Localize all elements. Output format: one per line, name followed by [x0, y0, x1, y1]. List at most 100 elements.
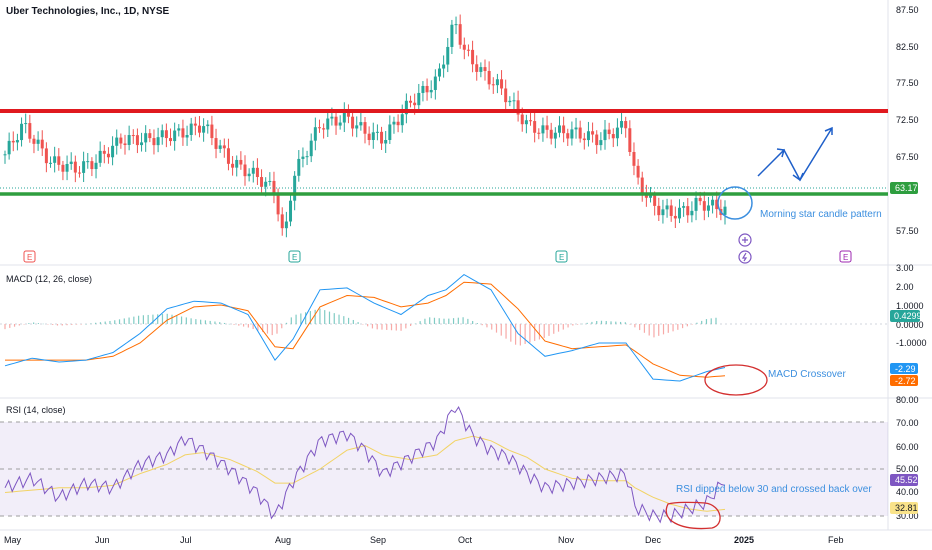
- macd-hist-bar: [71, 324, 73, 325]
- rsi-dip-circle[interactable]: [665, 501, 721, 530]
- rsi-ma-value: 32.81: [895, 503, 918, 513]
- macd-hist-bar: [314, 309, 316, 324]
- candle-body: [450, 24, 454, 47]
- macd-hist-bar: [624, 322, 626, 324]
- macd-hist-bar: [367, 324, 369, 327]
- candle-body: [632, 151, 636, 166]
- candle-body: [127, 135, 131, 145]
- macd-hist-bar: [376, 324, 378, 330]
- earnings-marker[interactable]: [288, 250, 301, 263]
- macd-hist-bar: [381, 324, 383, 330]
- macd-hist-bar: [634, 324, 636, 328]
- candle-body: [442, 64, 446, 69]
- candle-body: [533, 121, 537, 133]
- macd-hist-bar: [600, 320, 603, 324]
- candle-body: [206, 124, 210, 127]
- candle-body: [106, 153, 110, 158]
- candle-body: [264, 181, 268, 187]
- candle-body: [516, 100, 520, 115]
- macd-hist-bar: [639, 324, 641, 331]
- candle-body: [500, 79, 504, 89]
- macd-hist-bar: [619, 321, 622, 324]
- macd-hist-bar: [171, 314, 173, 324]
- candle-body: [669, 205, 673, 216]
- rsi-tick-label: 50.00: [896, 464, 919, 474]
- macd-hist-bar: [424, 318, 426, 324]
- candle-body: [471, 49, 475, 65]
- candle-body: [342, 111, 346, 123]
- macd-hist-bar: [410, 324, 412, 326]
- earnings-marker[interactable]: [555, 250, 568, 263]
- morning-star-circle[interactable]: [717, 186, 753, 220]
- macd-hist-bar: [200, 319, 202, 324]
- macd-hist-bar: [104, 321, 106, 324]
- macd-hist-bar: [13, 324, 16, 327]
- macd-hist-bar: [223, 322, 226, 324]
- candle-body: [289, 200, 293, 222]
- candle-body: [148, 133, 152, 139]
- candle-body: [466, 49, 470, 51]
- macd-hist-bar: [238, 324, 240, 326]
- earnings-marker-label: E: [843, 253, 848, 262]
- candle-body: [599, 140, 603, 146]
- macd-signal-value: -2.72: [895, 376, 916, 386]
- candle-body: [425, 85, 429, 93]
- candle-body: [677, 207, 681, 219]
- macd-signal-badge: [890, 375, 918, 386]
- macd-hist-bar: [209, 320, 211, 324]
- candle-body: [711, 199, 715, 206]
- macd-hist-bar: [142, 315, 144, 324]
- macd-hist-bar: [338, 314, 340, 324]
- candle-body: [392, 121, 396, 125]
- price-candles: [3, 14, 727, 238]
- candle-body: [334, 116, 338, 126]
- candle-body: [53, 156, 57, 163]
- earnings-marker[interactable]: [23, 250, 36, 263]
- candle-body: [346, 111, 350, 117]
- candle-body: [388, 124, 392, 141]
- rsi-tick-label: 40.00: [896, 487, 919, 497]
- time-label: Jun: [95, 535, 110, 545]
- macd-hist-bar: [85, 323, 87, 325]
- candle-body: [94, 162, 98, 170]
- macd-hist-bar: [505, 324, 507, 339]
- candle-body: [111, 145, 115, 158]
- macd-hist-bar: [75, 324, 78, 325]
- macd-crossover-circle[interactable]: [704, 364, 768, 396]
- candle-body: [698, 197, 702, 202]
- candle-body: [578, 127, 582, 139]
- candle-body: [226, 148, 230, 164]
- macd-line: [4, 273, 726, 382]
- projection-path[interactable]: [757, 127, 833, 182]
- candle-body: [301, 156, 305, 159]
- candle-body: [193, 123, 197, 126]
- candle-body: [268, 180, 272, 182]
- macd-hist-bar: [596, 321, 598, 324]
- macd-hist-bar: [152, 314, 154, 324]
- macd-hist-bar: [643, 324, 646, 333]
- candle-body: [140, 142, 144, 146]
- rsi-tick-label: 30.00: [896, 511, 919, 521]
- rsi-line: [4, 406, 726, 524]
- candle-body: [574, 127, 578, 130]
- lightning-circle-icon[interactable]: [738, 250, 752, 264]
- candle-body: [682, 206, 686, 208]
- rsi-value-badge: [890, 474, 918, 486]
- candle-body: [36, 139, 40, 144]
- price-tick-label: 72.50: [896, 115, 919, 125]
- macd-hist-bar: [452, 318, 455, 324]
- candle-body: [61, 164, 65, 172]
- macd-hist-bar: [586, 322, 588, 324]
- macd-hist-bar: [443, 318, 445, 324]
- price-tick-label: 77.50: [896, 78, 919, 88]
- candle-body: [260, 177, 264, 187]
- earnings-marker[interactable]: [839, 250, 852, 263]
- macd-hist-bar: [219, 322, 221, 324]
- macd-hist-bar: [510, 324, 512, 342]
- candle-body: [400, 114, 404, 126]
- macd-hist-bar: [28, 323, 30, 324]
- time-label: 2025: [734, 535, 754, 545]
- price-tick-label: 82.50: [896, 42, 919, 52]
- macd-hist-bar: [481, 324, 483, 326]
